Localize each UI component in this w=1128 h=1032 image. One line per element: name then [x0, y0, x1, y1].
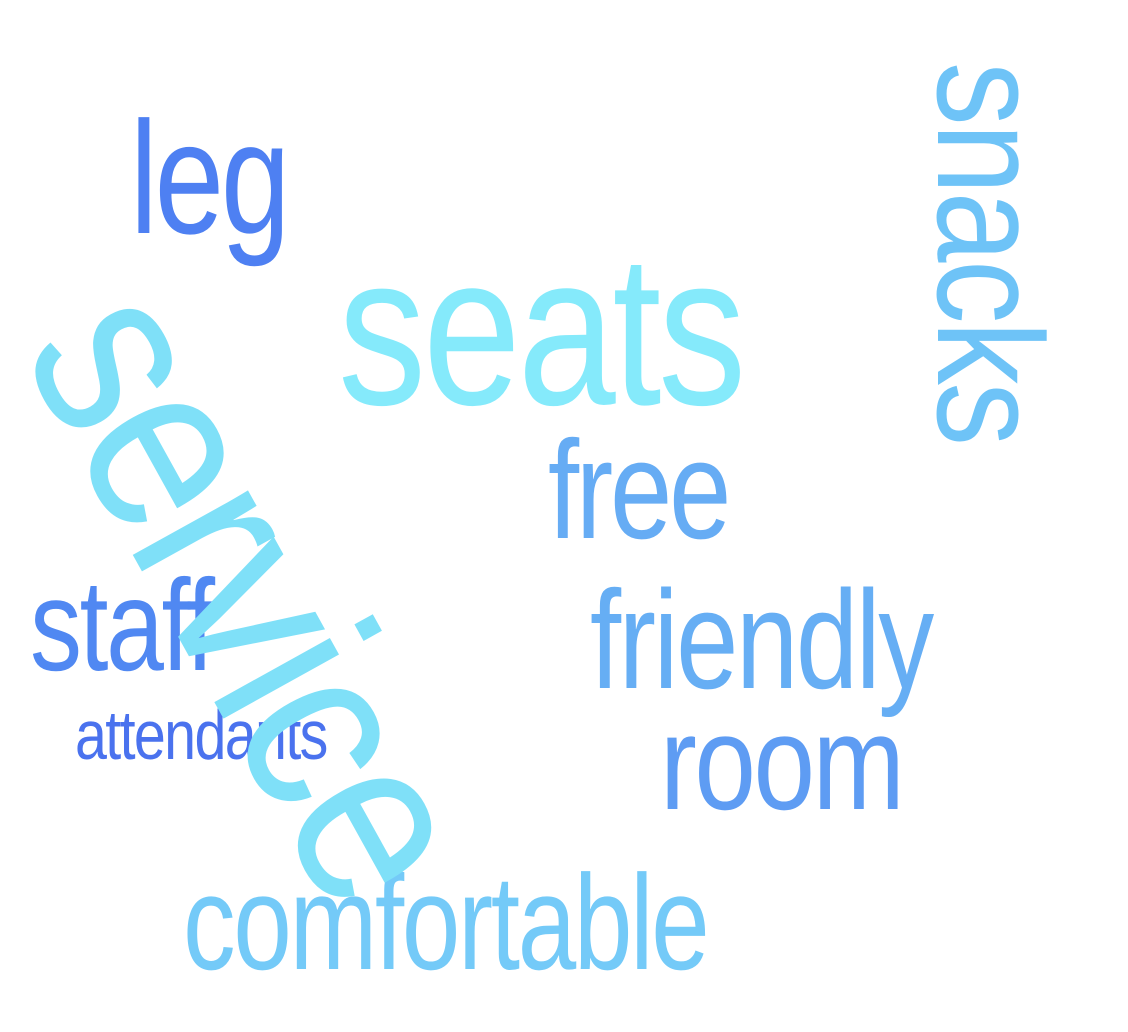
word-leg: leg: [130, 88, 290, 267]
word-room: room: [660, 687, 905, 838]
word-attendants: attendants: [75, 696, 328, 774]
word-staff: staff: [30, 552, 215, 698]
word-comfortable: comfortable: [183, 847, 710, 998]
word-snacks: snacks: [906, 62, 1074, 444]
word-friendly: friendly: [590, 561, 934, 718]
word-free: free: [548, 411, 731, 568]
word-seats: seats: [338, 209, 746, 450]
